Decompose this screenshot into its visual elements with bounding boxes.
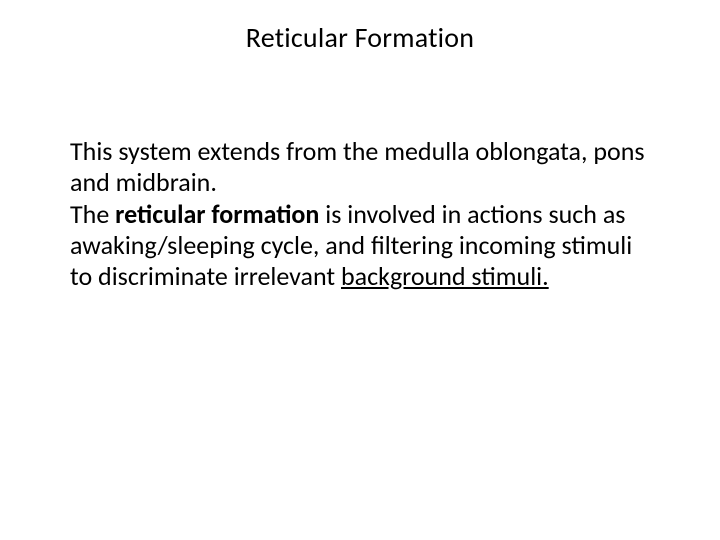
slide-title: Reticular Formation <box>0 20 720 55</box>
slide-body: This system extends from the medulla obl… <box>70 136 660 293</box>
paragraph-1: This system extends from the medulla obl… <box>70 136 660 197</box>
slide: Reticular Formation This system extends … <box>0 0 720 540</box>
p2-underline: background stimuli. <box>341 260 549 292</box>
p2-bold: reticular formation <box>115 198 319 230</box>
p2-pre: The <box>70 198 115 230</box>
paragraph-2: The reticular formation is involved in a… <box>70 199 660 291</box>
